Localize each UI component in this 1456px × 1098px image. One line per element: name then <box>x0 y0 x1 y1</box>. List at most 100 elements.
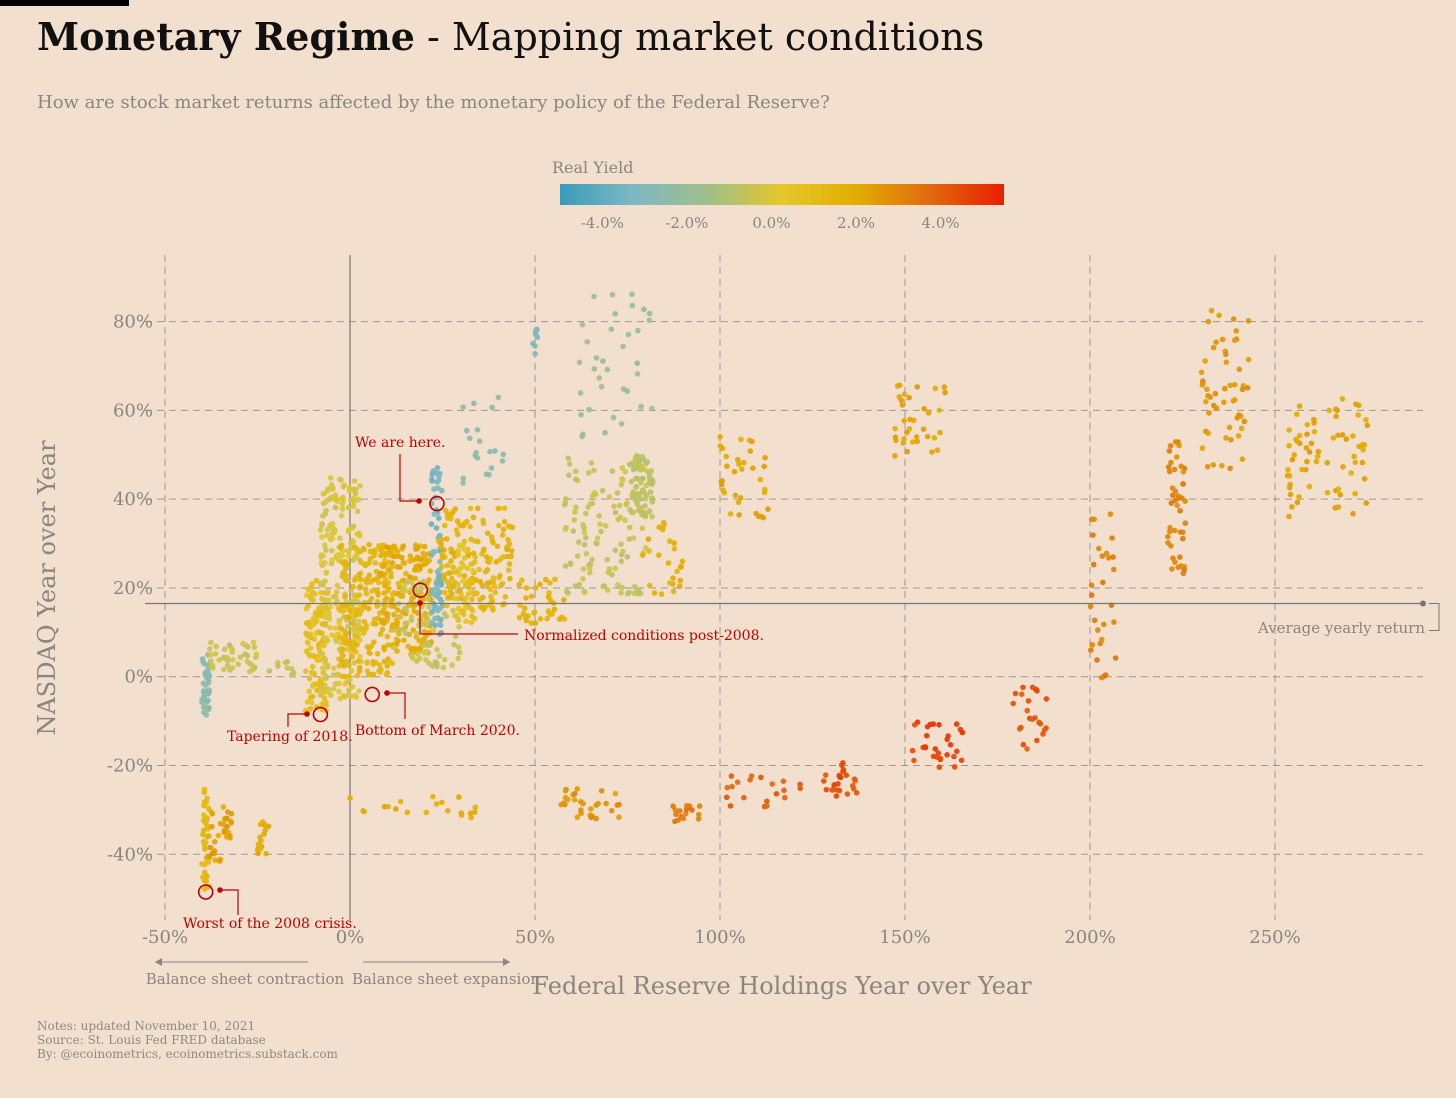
data-point <box>390 622 396 628</box>
data-point <box>1304 458 1310 465</box>
data-point <box>576 359 583 366</box>
data-point <box>1167 443 1174 449</box>
data-point <box>1219 336 1226 343</box>
data-point <box>959 729 966 736</box>
data-point <box>284 665 291 671</box>
data-point <box>1089 642 1096 648</box>
data-point <box>1230 398 1237 404</box>
data-point <box>318 552 325 558</box>
data-point <box>951 753 957 760</box>
data-point <box>551 606 558 613</box>
data-point <box>1165 533 1171 540</box>
data-point <box>322 499 329 506</box>
data-point <box>455 615 461 622</box>
data-point <box>719 445 726 452</box>
data-point <box>936 407 943 414</box>
data-point <box>482 568 489 575</box>
data-point <box>639 525 646 532</box>
data-point <box>347 608 354 614</box>
data-point <box>309 581 315 587</box>
data-point <box>208 639 214 646</box>
data-point <box>632 584 638 590</box>
data-point <box>1170 555 1176 561</box>
data-point <box>521 605 528 611</box>
data-point <box>359 607 365 613</box>
data-point <box>316 656 323 662</box>
data-point <box>836 774 843 780</box>
data-point <box>583 510 589 517</box>
data-point <box>385 566 392 573</box>
data-point <box>323 673 329 679</box>
data-point <box>504 546 510 553</box>
data-point <box>354 672 361 679</box>
data-point <box>620 548 626 555</box>
data-point <box>229 656 236 663</box>
data-point <box>433 580 440 587</box>
data-point <box>532 585 539 591</box>
data-point <box>849 783 856 789</box>
data-point <box>566 472 572 479</box>
data-point <box>567 561 574 568</box>
data-point <box>612 509 619 516</box>
data-point <box>1204 463 1211 470</box>
data-point <box>321 642 327 649</box>
data-point <box>345 614 352 620</box>
data-point <box>355 658 362 664</box>
data-point <box>647 582 653 589</box>
data-point <box>500 532 506 538</box>
data-point <box>1169 566 1175 572</box>
data-point <box>206 833 212 839</box>
data-point <box>1166 468 1173 475</box>
data-point <box>1228 437 1234 443</box>
data-point <box>315 641 322 648</box>
data-point <box>1334 407 1340 414</box>
data-point <box>750 465 756 472</box>
data-point <box>656 552 662 558</box>
data-point <box>1304 421 1311 428</box>
data-point <box>537 581 543 588</box>
data-point <box>346 662 352 669</box>
data-point <box>487 555 494 562</box>
data-point <box>201 799 208 805</box>
data-point <box>452 506 459 512</box>
data-point <box>245 644 251 650</box>
data-point <box>466 590 472 597</box>
data-point <box>490 578 497 585</box>
data-point <box>764 803 770 809</box>
data-point <box>368 579 374 585</box>
data-point <box>263 850 269 857</box>
data-point <box>661 522 667 528</box>
data-point <box>604 556 610 563</box>
data-point <box>446 583 452 589</box>
data-point <box>337 606 343 613</box>
data-point <box>430 548 437 555</box>
data-point <box>1110 554 1116 560</box>
data-point <box>336 688 342 695</box>
data-point <box>519 577 525 583</box>
data-point <box>901 391 908 398</box>
data-point <box>380 608 387 614</box>
data-point <box>1351 453 1357 460</box>
annotation-leader <box>419 603 518 635</box>
data-point <box>199 696 205 703</box>
data-point <box>319 520 325 527</box>
note-updated: Notes: updated November 10, 2021 <box>37 1019 256 1033</box>
data-point <box>216 657 223 663</box>
data-point <box>323 547 329 553</box>
data-point <box>934 447 941 453</box>
data-point <box>303 630 309 637</box>
data-point <box>224 654 230 661</box>
data-point <box>317 581 324 588</box>
data-point <box>633 483 640 490</box>
data-point <box>235 661 241 667</box>
data-point <box>1088 592 1095 598</box>
data-point <box>469 613 475 619</box>
data-point <box>1286 473 1293 479</box>
data-point <box>642 503 648 509</box>
data-point <box>728 773 735 779</box>
data-point <box>333 495 340 502</box>
data-point <box>1294 438 1300 445</box>
data-point <box>1335 486 1342 493</box>
data-point <box>437 558 443 565</box>
data-point <box>253 651 260 657</box>
